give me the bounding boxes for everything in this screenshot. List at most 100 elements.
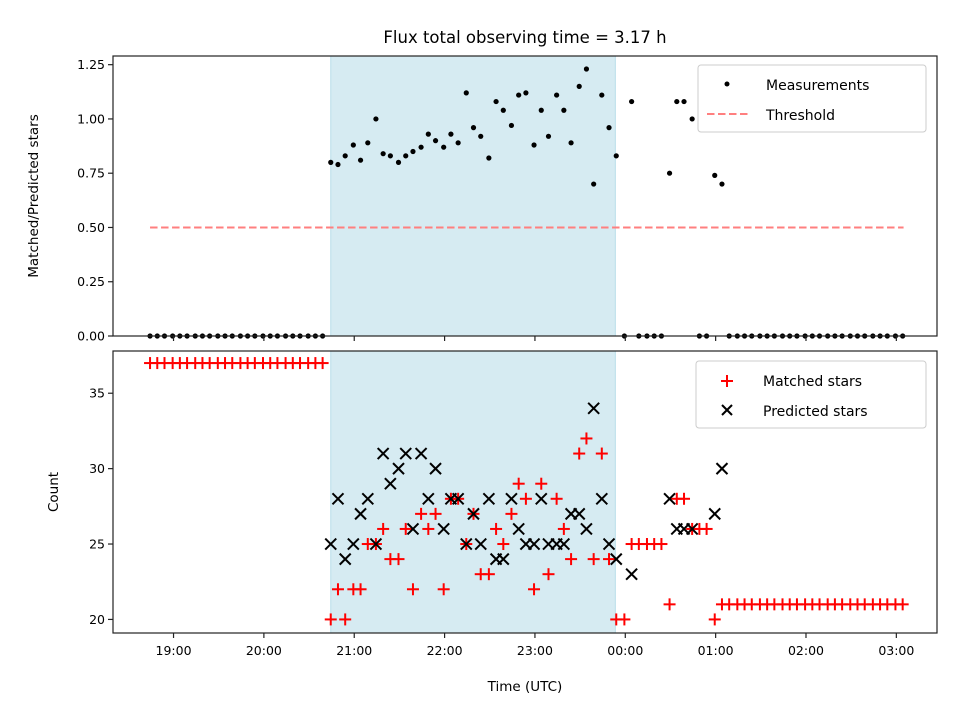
predicted-star-point xyxy=(354,507,367,521)
measurement-point xyxy=(335,161,341,168)
matched-star-point xyxy=(505,507,518,520)
predicted-star-point xyxy=(460,537,473,551)
predicted-star-point xyxy=(384,477,397,490)
bottom-x-tick-label: 19:00 xyxy=(156,643,192,658)
measurement-point xyxy=(561,107,567,113)
top-y-tick-label: 0.50 xyxy=(77,220,105,235)
predicted-star-point xyxy=(376,447,390,460)
x-axis-label: Time (UTC) xyxy=(487,679,563,695)
legend-threshold-label: Threshold xyxy=(765,108,835,124)
measurement-point xyxy=(350,142,356,148)
measurement-point xyxy=(410,148,416,155)
predicted-star-point xyxy=(595,492,609,505)
matched-star-point xyxy=(663,598,676,611)
predicted-star-point xyxy=(414,447,428,460)
bottom-y-tick-label: 30 xyxy=(89,461,105,476)
measurement-point xyxy=(328,159,334,165)
top-y-tick-label: 0.75 xyxy=(77,166,105,181)
predicted-star-point xyxy=(625,567,638,581)
legend-predicted-label: Predicted stars xyxy=(763,404,868,420)
predicted-star-point xyxy=(663,492,676,505)
predicted-star-point xyxy=(369,537,383,551)
top-y-tick-label: 0.25 xyxy=(77,274,105,289)
measurement-point xyxy=(508,122,515,129)
matched-star-point xyxy=(550,492,563,505)
measurement-point xyxy=(493,98,499,105)
measurement-point xyxy=(470,125,477,131)
matched-star-point xyxy=(437,583,450,596)
measurement-point xyxy=(425,131,431,137)
measurement-point xyxy=(455,140,461,146)
predicted-star-point xyxy=(685,522,699,536)
legend-matched-plus-icon xyxy=(721,375,733,387)
matched-star-point xyxy=(557,522,570,535)
measurement-point xyxy=(380,151,386,157)
matched-star-point xyxy=(422,522,435,535)
top-y-tick-label: 1.00 xyxy=(77,111,105,126)
predicted-stars-series xyxy=(324,402,729,581)
measurement-point xyxy=(441,144,447,150)
bottom-y-ticks: 20 25 30 35 xyxy=(89,386,113,627)
matched-star-point xyxy=(655,538,668,551)
measurement-point xyxy=(523,90,529,96)
matched-star-point xyxy=(573,447,586,460)
measurement-point xyxy=(606,125,612,131)
measurement-point xyxy=(613,153,619,159)
measurement-point xyxy=(342,153,348,159)
bottom-x-tick-label: 01:00 xyxy=(698,643,734,658)
legend-matched-label: Matched stars xyxy=(763,374,862,390)
bottom-y-axis-label: Count xyxy=(46,472,62,512)
measurement-point xyxy=(689,116,695,122)
measurement-point xyxy=(681,98,687,105)
matched-star-point xyxy=(700,522,713,535)
measurement-point xyxy=(373,116,379,122)
predicted-star-point xyxy=(505,492,518,505)
measurement-point xyxy=(486,155,492,161)
measurement-point xyxy=(531,142,537,148)
measurement-point xyxy=(583,66,590,72)
predicted-star-point xyxy=(467,507,480,521)
predicted-star-point xyxy=(324,537,337,551)
measurement-point xyxy=(403,153,409,159)
predicted-star-point xyxy=(338,552,352,566)
bottom-x-tick-label: 21:00 xyxy=(336,643,372,658)
measurement-point xyxy=(395,159,402,165)
bottom-y-tick-label: 20 xyxy=(89,612,105,627)
matched-star-point xyxy=(429,507,442,520)
bottom-x-tick-label: 23:00 xyxy=(517,643,553,658)
predicted-star-point xyxy=(482,492,496,505)
bottom-axes-frame xyxy=(112,350,938,634)
matched-star-point xyxy=(354,583,367,596)
measurement-point xyxy=(448,131,454,137)
matched-star-point xyxy=(316,357,329,370)
measurement-point xyxy=(591,181,597,187)
matched-star-point xyxy=(331,583,344,596)
predicted-star-point xyxy=(347,537,360,551)
matched-star-point xyxy=(678,492,691,505)
measurement-point xyxy=(554,92,560,98)
top-y-axis-label: Matched/Predicted stars xyxy=(26,114,42,277)
measurement-point xyxy=(719,181,725,187)
matched-star-point xyxy=(587,553,600,566)
measurement-point xyxy=(365,140,371,146)
chart-title: Flux total observing time = 3.17 h xyxy=(383,28,666,47)
bottom-legend: Matched stars Predicted stars xyxy=(695,360,927,429)
measurement-point xyxy=(568,140,574,146)
measurement-point xyxy=(599,92,605,98)
measurement-point xyxy=(432,138,439,144)
matched-star-point xyxy=(497,538,510,551)
bottom-x-ticks: 19:00 20:00 21:00 22:00 23:00 00:00 01:00 02:00… xyxy=(156,633,914,658)
predicted-star-point xyxy=(557,537,571,551)
matched-star-point xyxy=(542,568,555,581)
bottom-x-tick-label: 22:00 xyxy=(427,643,463,658)
matched-star-point xyxy=(618,613,631,626)
measurement-point xyxy=(478,133,484,139)
matched-star-point xyxy=(399,522,412,535)
predicted-star-point xyxy=(587,402,600,415)
bottom-y-tick-label: 25 xyxy=(89,537,105,552)
top-y-tick-label: 0.00 xyxy=(77,329,105,344)
measurement-point xyxy=(500,107,506,113)
matched-star-point xyxy=(392,553,405,566)
bottom-y-tick-label: 35 xyxy=(89,386,105,401)
measurement-point xyxy=(712,172,718,178)
